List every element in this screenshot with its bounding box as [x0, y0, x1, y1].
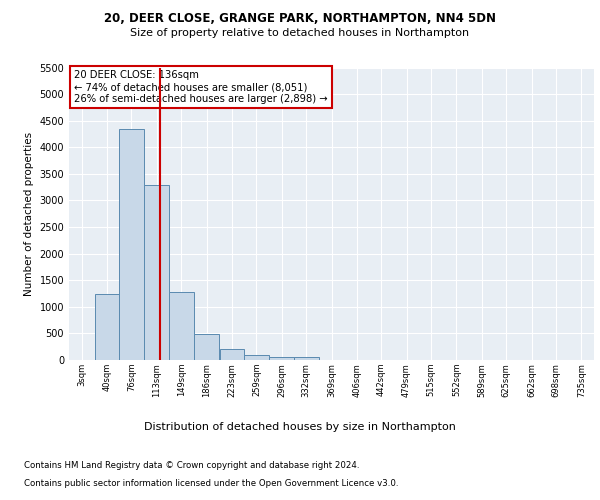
Bar: [294, 358, 319, 360]
Y-axis label: Number of detached properties: Number of detached properties: [24, 132, 34, 296]
Text: 20, DEER CLOSE, GRANGE PARK, NORTHAMPTON, NN4 5DN: 20, DEER CLOSE, GRANGE PARK, NORTHAMPTON…: [104, 12, 496, 26]
Bar: [145, 184, 169, 360]
Bar: [244, 355, 269, 360]
Text: Contains HM Land Registry data © Crown copyright and database right 2024.: Contains HM Land Registry data © Crown c…: [24, 461, 359, 470]
Bar: [95, 294, 119, 360]
Bar: [220, 349, 244, 360]
Bar: [194, 334, 219, 360]
Text: 20 DEER CLOSE: 136sqm
← 74% of detached houses are smaller (8,051)
26% of semi-d: 20 DEER CLOSE: 136sqm ← 74% of detached …: [74, 70, 328, 104]
Bar: [119, 128, 144, 360]
Text: Contains public sector information licensed under the Open Government Licence v3: Contains public sector information licen…: [24, 478, 398, 488]
Bar: [269, 357, 294, 360]
Text: Distribution of detached houses by size in Northampton: Distribution of detached houses by size …: [144, 422, 456, 432]
Bar: [169, 292, 194, 360]
Text: Size of property relative to detached houses in Northampton: Size of property relative to detached ho…: [130, 28, 470, 38]
